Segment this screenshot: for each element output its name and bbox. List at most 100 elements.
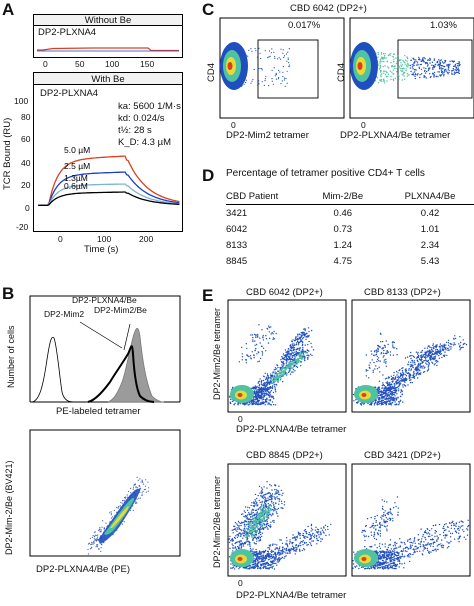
scatter-dot bbox=[280, 48, 282, 50]
scatter-dot bbox=[272, 543, 274, 545]
scatter-dot bbox=[418, 66, 420, 68]
scatter-dot bbox=[281, 364, 283, 366]
scatter-dot bbox=[304, 344, 306, 346]
scatter-dot bbox=[395, 57, 397, 59]
scatter-dot bbox=[387, 54, 389, 57]
scatter-dot bbox=[285, 537, 288, 539]
scatter-dot bbox=[245, 521, 248, 523]
b-label-mim2-be: DP2-Mim2/Be bbox=[94, 305, 147, 315]
scatter-dot bbox=[255, 526, 257, 528]
scatter-dot bbox=[258, 523, 261, 525]
scatter-dot bbox=[389, 382, 391, 384]
scatter-dot bbox=[400, 389, 402, 391]
scatter-dot bbox=[266, 385, 268, 387]
scatter-dot bbox=[383, 349, 385, 352]
scatter-dot bbox=[252, 536, 254, 538]
scatter-dot bbox=[299, 532, 301, 534]
scatter-dot bbox=[254, 524, 256, 526]
scatter-dot bbox=[401, 74, 403, 76]
scatter-dot bbox=[271, 379, 273, 382]
scatter-dot bbox=[256, 515, 258, 518]
scatter-dot bbox=[249, 547, 252, 550]
scatter-dot bbox=[393, 382, 395, 385]
scatter-dot bbox=[292, 541, 294, 544]
scatter-dot bbox=[253, 514, 256, 517]
scatter-dot bbox=[279, 493, 281, 496]
scatter-dot bbox=[268, 381, 270, 383]
scatter-dot bbox=[286, 372, 288, 375]
scatter-dot bbox=[456, 62, 458, 65]
scatter-dot bbox=[289, 349, 291, 352]
scatter-dot bbox=[313, 536, 316, 539]
scatter-dot bbox=[250, 513, 252, 515]
scatter-dot bbox=[413, 376, 416, 378]
scatter-dot bbox=[378, 396, 381, 399]
scatter-dot bbox=[360, 404, 363, 406]
scatter-dot bbox=[264, 549, 267, 552]
scatter-dot bbox=[259, 527, 261, 529]
table-row: 8133 1.24 2.34 bbox=[226, 239, 440, 251]
scatter-dot bbox=[392, 66, 394, 68]
scatter-dot bbox=[406, 57, 409, 60]
scatter-dot bbox=[258, 528, 260, 530]
scatter-dot bbox=[253, 536, 256, 539]
scatter-dot bbox=[443, 69, 446, 71]
scatter-dot bbox=[275, 384, 278, 386]
scatter-dot bbox=[270, 404, 273, 406]
scatter-dot bbox=[433, 76, 435, 78]
scatter-dot bbox=[93, 537, 95, 539]
scatter-dot bbox=[267, 510, 270, 512]
scatter-dot bbox=[447, 68, 449, 70]
scatter-dot bbox=[281, 542, 284, 544]
scatter-dot bbox=[260, 386, 262, 388]
scatter-dot bbox=[382, 356, 384, 358]
scatter-dot bbox=[241, 353, 243, 355]
scatter-dot bbox=[250, 549, 252, 551]
scatter-dot bbox=[262, 567, 264, 569]
panel-e-plot-8845 bbox=[227, 463, 347, 577]
scatter-dot bbox=[453, 344, 455, 346]
scatter-dot bbox=[423, 61, 425, 63]
scatter-dot bbox=[260, 382, 263, 384]
panel-e-title-1: CBD 6042 (DP2+) bbox=[246, 287, 323, 298]
scatter-dot bbox=[402, 384, 404, 386]
scatter-dot bbox=[303, 350, 305, 352]
scatter-dot bbox=[398, 60, 401, 62]
scatter-dot bbox=[91, 536, 93, 538]
scatter-dot bbox=[385, 393, 387, 395]
sensorgram-series-0 bbox=[38, 155, 180, 206]
scatter-dot bbox=[418, 373, 420, 376]
scatter-dot bbox=[385, 70, 387, 72]
scatter-dot bbox=[385, 396, 387, 398]
scatter-dot bbox=[437, 350, 439, 352]
scatter-dot bbox=[401, 376, 404, 378]
scatter-dot bbox=[278, 493, 280, 496]
scatter-dot bbox=[387, 392, 390, 394]
scatter-dot bbox=[251, 519, 253, 521]
scatter-dot bbox=[381, 394, 383, 396]
scatter-dot bbox=[109, 512, 111, 514]
scatter-dot bbox=[271, 493, 274, 495]
scatter-dot bbox=[282, 75, 284, 78]
scatter-dot bbox=[389, 385, 392, 388]
scatter-dot bbox=[369, 404, 371, 406]
scatter-dot bbox=[424, 366, 426, 368]
scatter-dot bbox=[239, 543, 241, 545]
panel-d-title: Percentage of tetramer positive CD4+ T c… bbox=[226, 168, 425, 179]
scatter-dot bbox=[254, 504, 256, 506]
scatter-dot bbox=[274, 509, 276, 511]
scatter-dot bbox=[291, 347, 293, 350]
scatter-dot bbox=[424, 347, 426, 349]
scatter-dot bbox=[429, 62, 431, 64]
scatter-dot bbox=[321, 529, 324, 531]
scatter-dot bbox=[397, 372, 399, 374]
scatter-dot bbox=[442, 72, 444, 74]
scatter-dot bbox=[261, 399, 263, 401]
scatter-dot bbox=[254, 567, 257, 569]
scatter-dot bbox=[374, 386, 376, 388]
scatter-dot bbox=[400, 69, 402, 72]
scatter-dot bbox=[398, 369, 400, 372]
scatter-dot bbox=[268, 513, 270, 515]
scatter-dot bbox=[377, 53, 379, 56]
scatter-dot bbox=[272, 337, 275, 339]
